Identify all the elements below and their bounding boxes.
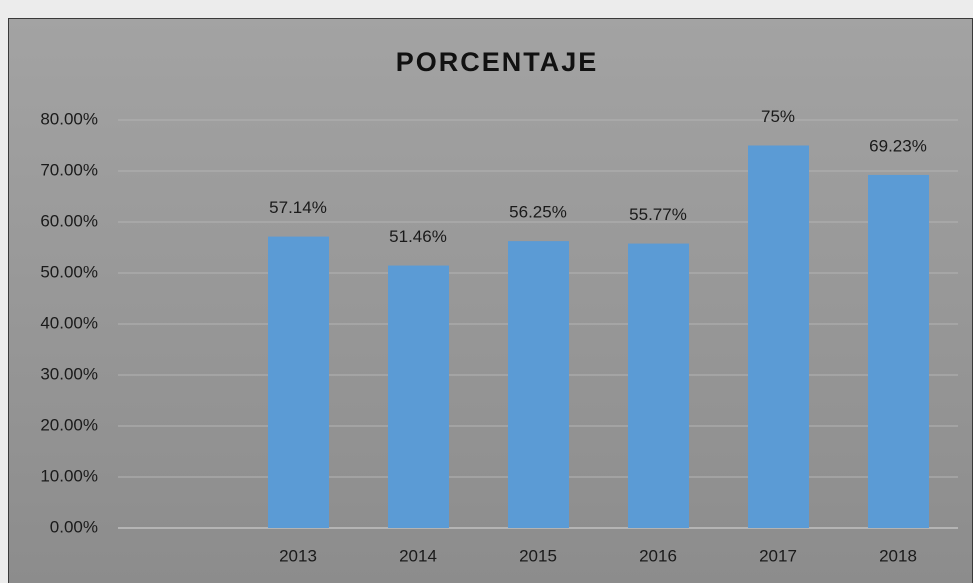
- data-label: 69.23%: [869, 136, 927, 155]
- y-tick-label: 20.00%: [40, 415, 98, 434]
- x-tick-label: 2013: [279, 546, 317, 565]
- y-tick-label: 0.00%: [50, 517, 98, 536]
- x-tick-label: 2018: [879, 546, 917, 565]
- y-tick-label: 10.00%: [40, 466, 98, 485]
- bar: [388, 265, 449, 528]
- y-tick-label: 70.00%: [40, 160, 98, 179]
- bar: [508, 241, 569, 528]
- x-tick-label: 2014: [399, 546, 437, 565]
- chart-title: PORCENTAJE: [396, 47, 599, 77]
- bar: [268, 236, 329, 528]
- bar: [748, 145, 809, 528]
- y-tick-label: 30.00%: [40, 364, 98, 383]
- data-label: 75%: [761, 107, 795, 126]
- bar: [628, 243, 689, 528]
- x-tick-label: 2017: [759, 546, 797, 565]
- y-tick-label: 80.00%: [40, 109, 98, 128]
- data-label: 51.46%: [389, 227, 447, 246]
- x-tick-label: 2015: [519, 546, 557, 565]
- data-label: 57.14%: [269, 198, 327, 217]
- data-label: 56.25%: [509, 203, 567, 222]
- y-tick-label: 60.00%: [40, 211, 98, 230]
- chart-area: [8, 18, 973, 583]
- y-tick-label: 40.00%: [40, 313, 98, 332]
- data-label: 55.77%: [629, 205, 687, 224]
- x-tick-label: 2016: [639, 546, 677, 565]
- y-tick-label: 50.00%: [40, 262, 98, 281]
- bar: [868, 174, 929, 528]
